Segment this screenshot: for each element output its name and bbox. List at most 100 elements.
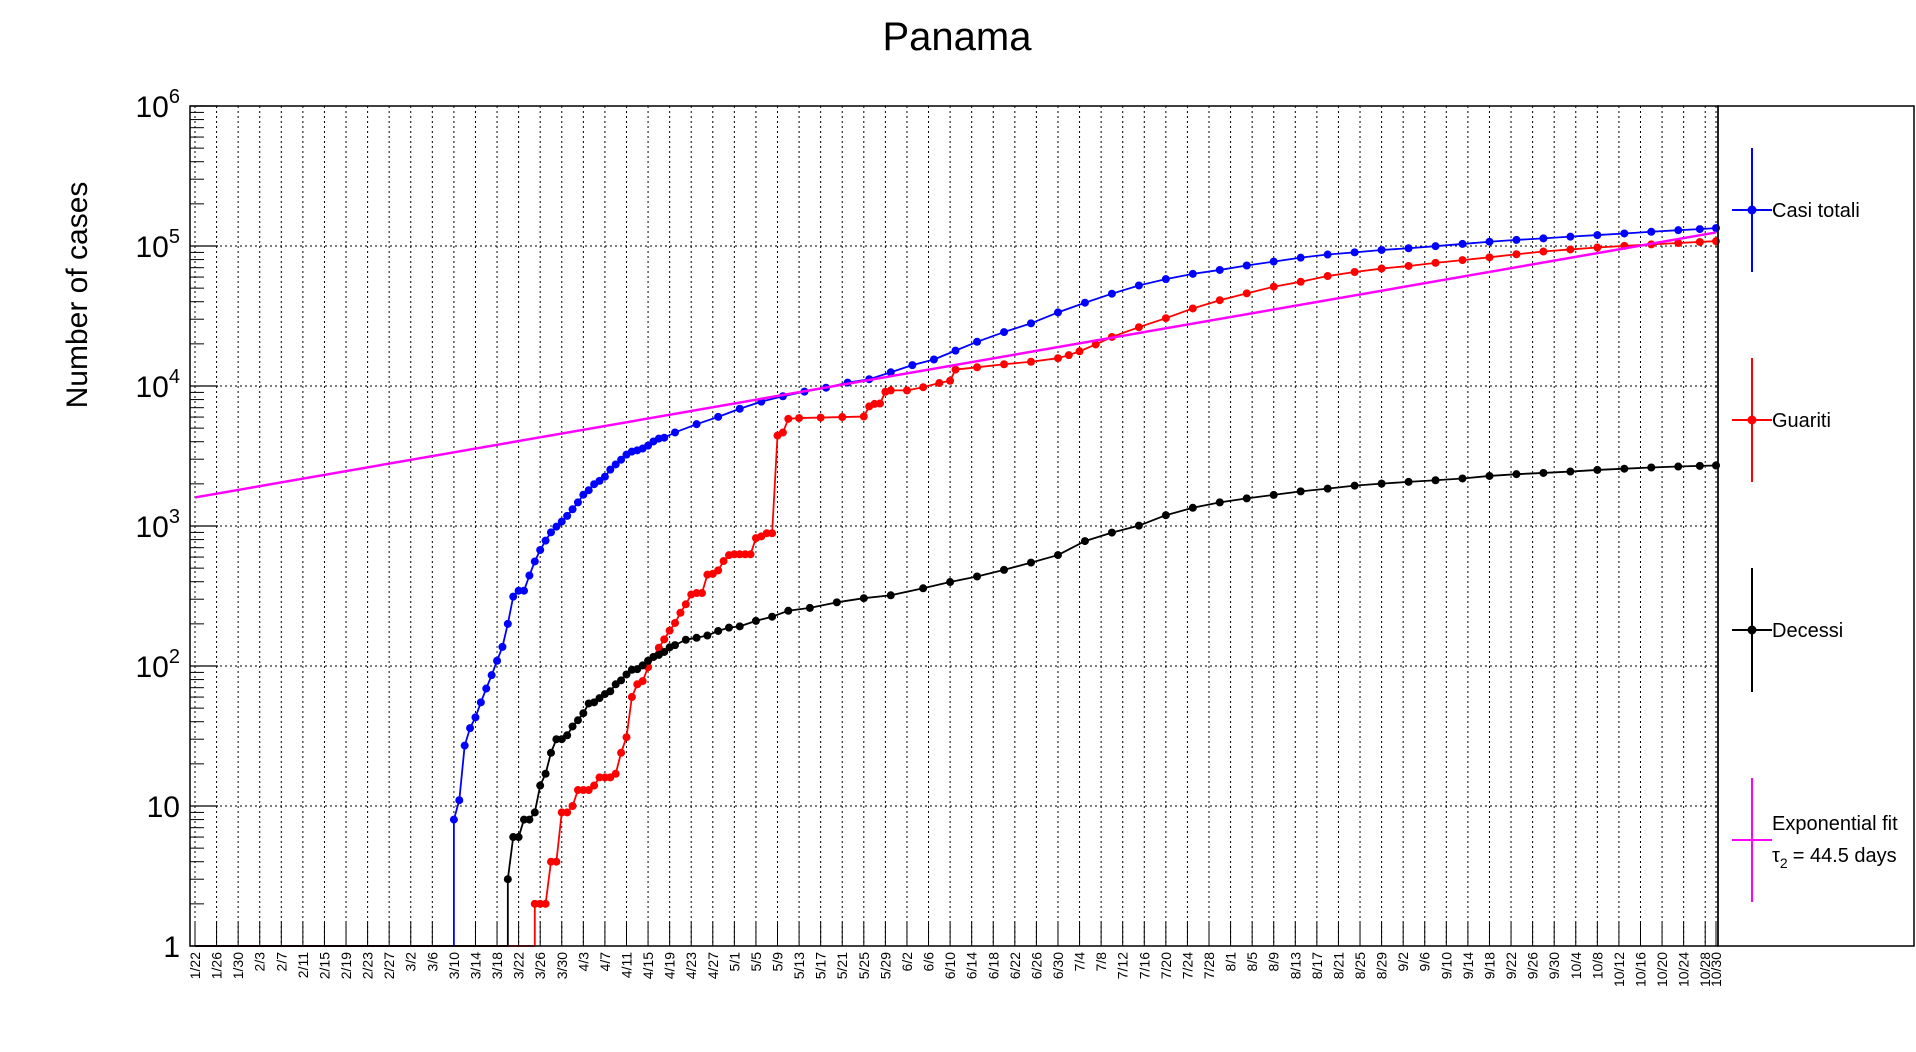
data-point [638,677,647,686]
data-point [714,566,723,575]
data-point [466,724,475,733]
series [194,224,1720,947]
data-point [568,505,577,514]
data-point [724,623,733,632]
data-point [1695,237,1704,246]
data-point [973,363,982,372]
data-point [1695,461,1704,470]
x-tick-label: 8/17 [1309,952,1325,979]
x-tick-label: 3/26 [532,952,548,979]
data-point [1134,323,1143,332]
data-point [1712,237,1720,246]
data-point [671,428,680,437]
y-tick-label: 10 [147,791,180,824]
legend-marker [1747,205,1757,215]
data-point [1539,234,1548,243]
data-point [1539,468,1548,477]
x-tick-label: 3/2 [403,952,419,972]
data-point [1269,257,1278,266]
data-point [536,545,545,554]
data-point [1674,226,1683,235]
y-tick-label: 1 [163,931,180,964]
x-tick-label: 4/27 [705,952,721,979]
data-point [1064,351,1073,360]
data-point [530,808,539,817]
x-tick-label: 2/27 [381,952,397,979]
data-point [563,731,572,740]
legend-annotation: τ2 = 44.5 days [1772,845,1897,871]
data-point [1242,289,1251,298]
data-point [1215,265,1224,274]
data-point [735,404,744,413]
data-point [784,414,793,423]
data-point [536,781,545,790]
data-point [805,603,814,612]
data-point [719,557,728,566]
x-tick-label: 7/4 [1072,952,1088,972]
data-point [919,383,928,392]
x-tick-label: 3/22 [511,952,527,979]
data-point [584,786,593,795]
data-point [1161,511,1170,520]
data-point [816,413,825,422]
data-point [1215,296,1224,305]
data-point [859,412,868,421]
legend-label: Exponential fit [1772,813,1898,835]
x-tick-label: 6/2 [899,952,915,972]
data-point [1647,227,1656,236]
data-point [1350,248,1359,257]
x-tick-label: 6/26 [1028,952,1044,979]
x-tick-label: 9/14 [1460,952,1476,979]
data-point [1107,528,1116,537]
data-point [784,606,793,615]
data-point [1080,537,1089,546]
data-point [746,550,755,559]
data-point [638,661,647,670]
data-point [1053,308,1062,317]
data-point [579,709,588,718]
x-tick-label: 6/18 [985,952,1001,979]
data-point [660,433,669,442]
data-point [449,815,458,824]
data-point [654,643,663,652]
data-point [476,698,485,707]
data-point [617,748,626,757]
x-tick-label: 8/9 [1266,952,1282,972]
x-tick-label: 4/23 [683,952,699,979]
x-tick-label: 6/6 [921,952,937,972]
data-point [455,796,464,805]
data-point [660,635,669,644]
data-point [1512,250,1521,259]
x-tick-label: 8/21 [1330,952,1346,979]
data-point [503,875,512,884]
data-point [886,368,895,377]
data-point [875,399,884,408]
y-tick-label: 103 [136,506,181,544]
data-point [951,365,960,374]
data-point [1512,235,1521,244]
data-point [1566,232,1575,241]
data-point [1620,229,1629,238]
y-tick-label: 102 [136,646,181,684]
x-tick-label: 2/7 [273,952,289,972]
legend-label: Guariti [1772,410,1831,432]
x-tick-label: 8/13 [1287,952,1303,979]
x-tick-label: 10/8 [1589,952,1605,979]
legend-entry: Casi totali [1732,148,1860,272]
data-point [1188,269,1197,278]
data-point [751,616,760,625]
x-tick-label: 4/11 [618,952,634,978]
data-point [692,633,701,642]
x-tick-label: 5/9 [770,952,786,972]
data-point [1242,494,1251,503]
x-tick-label: 7/28 [1201,952,1217,979]
data-point [1458,256,1467,265]
data-point [573,498,582,507]
data-point [1593,243,1602,252]
data-point [590,781,599,790]
data-point [611,769,620,778]
y-tick-label: 105 [136,226,181,264]
data-point [584,486,593,495]
data-point [671,641,680,650]
